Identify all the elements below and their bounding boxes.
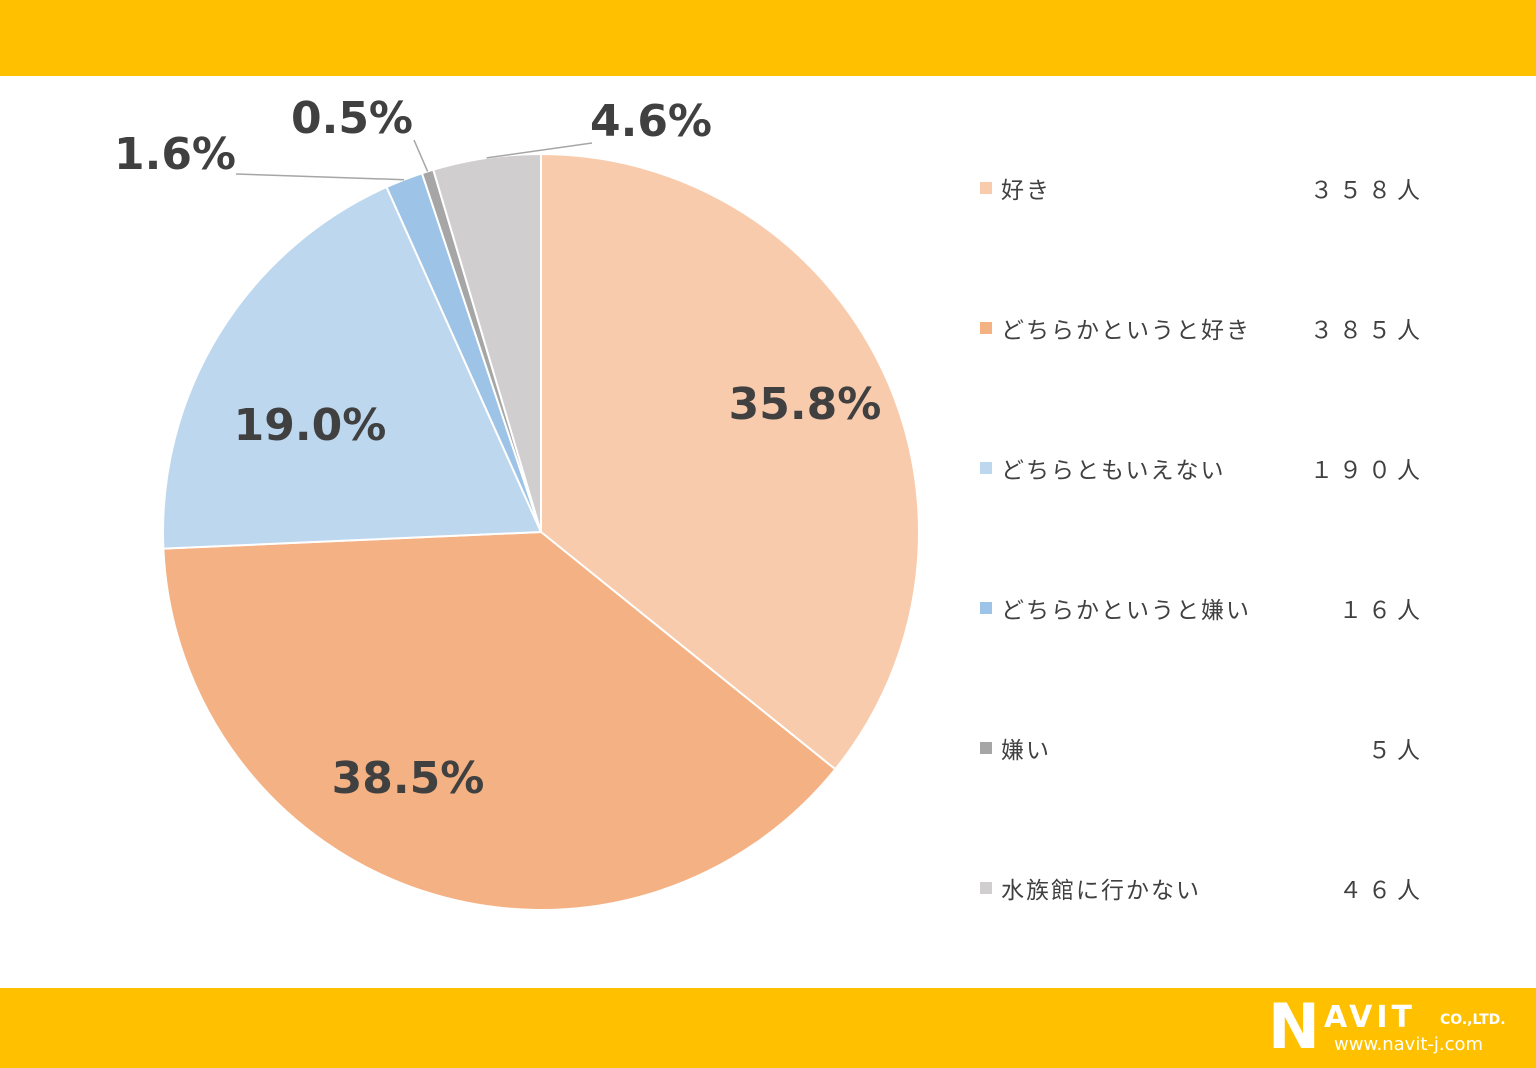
data-label: 1.6%: [114, 129, 236, 180]
legend-label: どちらかというと嫌い: [1001, 598, 1251, 624]
legend-count: １９０人: [1310, 458, 1426, 484]
leader-line: [413, 139, 429, 172]
data-label: 0.5%: [291, 93, 413, 144]
legend-item-somewhat-like: どちらかというと好き ３８５人: [980, 308, 1420, 348]
legend-swatch: [980, 182, 992, 194]
top-banner: [0, 0, 1536, 76]
pie-chart: 35.8% 38.5% 19.0% 1.6% 0.5% 4.6%: [114, 93, 921, 911]
pie-slice-somewhat-like: [162, 530, 837, 911]
bottom-banner: [0, 988, 1536, 1068]
data-label: 35.8%: [729, 379, 882, 430]
company-logo: N AVIT CO.,LTD. www.navit-j.com: [1268, 994, 1528, 1060]
logo-url: www.navit-j.com: [1334, 1034, 1484, 1055]
legend-swatch: [980, 322, 992, 334]
logo-initial: N: [1268, 990, 1320, 1063]
legend-item-like: 好き ３５８人: [980, 168, 1420, 208]
logo-suffix: CO.,LTD.: [1440, 1012, 1506, 1028]
data-label: 4.6%: [590, 96, 712, 147]
legend-swatch: [980, 602, 992, 614]
legend-item-somewhat-dislike: どちらかというと嫌い １６人: [980, 588, 1420, 628]
data-label: 19.0%: [234, 400, 387, 451]
legend-count: １６人: [1339, 598, 1426, 624]
legend-count: ３８５人: [1310, 318, 1426, 344]
legend-swatch: [980, 462, 992, 474]
legend-item-neutral: どちらともいえない １９０人: [980, 448, 1420, 488]
pie-slice-neutral: [162, 185, 543, 550]
legend-label: どちらともいえない: [1001, 458, 1226, 484]
legend-count: ４６人: [1339, 878, 1426, 904]
pie-slice-like: [540, 152, 921, 771]
legend-label: 嫌い: [1001, 738, 1051, 764]
legend-count: ５人: [1368, 738, 1426, 764]
legend-label: 水族館に行かない: [1001, 878, 1201, 904]
legend-label: 好き: [1001, 178, 1051, 204]
legend-label: どちらかというと好き: [1001, 318, 1251, 344]
pie-slice-not-going: [432, 152, 542, 533]
legend-item-dislike: 嫌い ５人: [980, 728, 1420, 768]
legend-item-not-going: 水族館に行かない ４６人: [980, 868, 1420, 908]
legend-swatch: [980, 742, 992, 754]
leader-line: [235, 173, 405, 181]
leader-line: [486, 142, 593, 159]
legend-count: ３５８人: [1310, 178, 1426, 204]
legend-swatch: [980, 882, 992, 894]
logo-name: AVIT: [1324, 1000, 1417, 1035]
data-label: 38.5%: [332, 753, 485, 804]
